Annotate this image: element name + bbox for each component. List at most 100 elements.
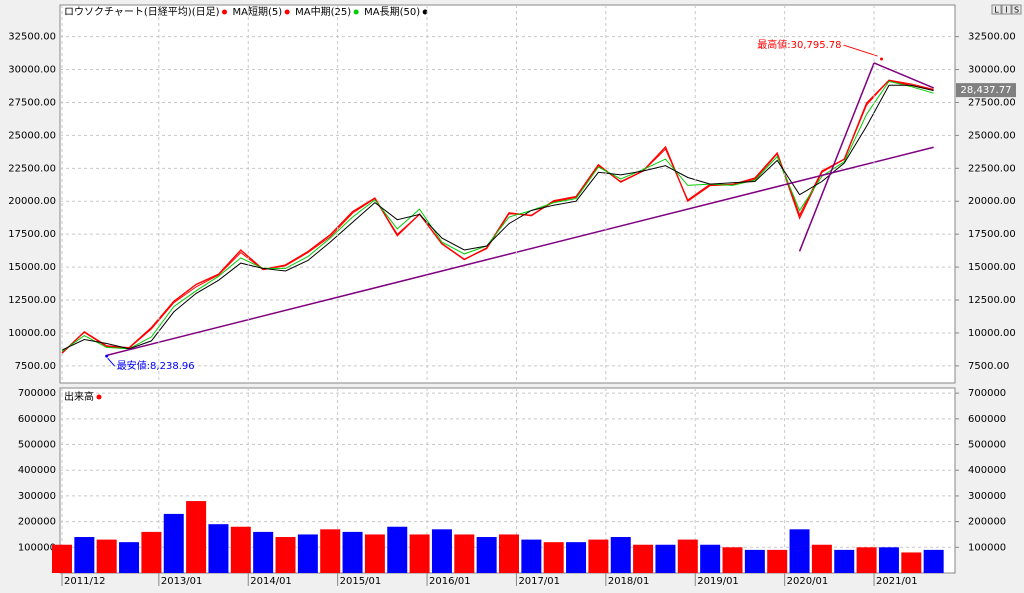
y-tick-label-right: 100000	[968, 542, 1006, 553]
y-tick-label-left: 17500.00	[8, 229, 56, 240]
volume-bar	[119, 542, 140, 573]
volume-bar	[297, 534, 318, 573]
x-tick-label: 2014/01	[250, 576, 292, 587]
volume-bar	[521, 539, 542, 573]
volume-bar	[499, 534, 519, 573]
volume-bar	[610, 537, 631, 573]
volume-bar	[834, 549, 855, 573]
y-tick-label-left: 30000.00	[8, 65, 56, 76]
y-tick-label-left: 700000	[18, 388, 56, 399]
annotation-leader	[107, 357, 116, 367]
x-tick-label: 2013/01	[161, 576, 203, 587]
y-tick-label-right: 22500.00	[968, 163, 1016, 174]
legend-swatch	[222, 9, 228, 15]
y-tick-label-right: 20000.00	[968, 196, 1016, 207]
y-tick-label-left: 25000.00	[8, 130, 56, 141]
annotation-point	[880, 57, 883, 61]
toolbar-label[interactable]: S	[1014, 6, 1019, 15]
y-tick-label-left: 7500.00	[15, 361, 56, 372]
legend-label: 出来高	[64, 390, 94, 403]
volume-bar	[364, 534, 385, 573]
volume-bar	[230, 526, 251, 573]
volume-bar	[387, 526, 408, 573]
y-tick-label-left: 600000	[18, 414, 56, 425]
volume-bar	[253, 531, 274, 573]
y-tick-label-left: 500000	[18, 440, 56, 451]
volume-bar	[186, 501, 207, 573]
volume-bar	[878, 547, 899, 573]
volume-bar	[74, 537, 95, 573]
y-tick-label-right: 10000.00	[968, 328, 1016, 339]
volume-bar	[208, 524, 229, 573]
y-tick-label-right: 500000	[968, 440, 1006, 451]
volume-bar	[342, 531, 363, 573]
annotation-label: 最高値:30,795.78	[757, 38, 841, 51]
y-tick-label-left: 20000.00	[8, 196, 56, 207]
toolbar-button[interactable]	[1001, 4, 1012, 15]
y-tick-label-right: 700000	[968, 388, 1006, 399]
y-tick-label-left: 200000	[18, 517, 56, 528]
legend-label: MA中期(25)	[295, 5, 351, 18]
legend-label: MA短期(5)	[233, 5, 283, 18]
volume-bar	[767, 549, 788, 573]
y-tick-label-right: 200000	[968, 517, 1006, 528]
volume-bar	[811, 544, 832, 573]
legend-label: ロウソクチャート(日経平均)(日足)	[64, 5, 220, 18]
y-tick-label-left: 15000.00	[8, 262, 56, 273]
volume-bar	[409, 534, 430, 573]
volume-bar	[141, 531, 162, 573]
x-tick-label: 2021/01	[876, 576, 918, 587]
x-tick-label: 2017/01	[518, 576, 560, 587]
x-tick-label: 2015/01	[340, 576, 382, 587]
annotation-leader	[843, 44, 878, 57]
toolbar-label[interactable]: L	[994, 6, 999, 15]
volume-bar	[677, 539, 698, 573]
volume-bar	[320, 529, 341, 573]
y-tick-label-right: 300000	[968, 491, 1006, 502]
last-price-label: 28,437.77	[961, 85, 1012, 96]
volume-bar	[700, 544, 721, 573]
y-tick-label-left: 100000	[18, 542, 56, 553]
price-panel	[59, 4, 956, 384]
x-tick-label: 2019/01	[697, 576, 739, 587]
legend-swatch	[96, 394, 102, 400]
y-tick-label-right: 32500.00	[968, 32, 1016, 43]
volume-bar	[856, 547, 877, 573]
x-tick-label: 2020/01	[787, 576, 829, 587]
volume-bar	[588, 539, 609, 573]
y-tick-label-left: 27500.00	[8, 97, 56, 108]
y-tick-label-right: 30000.00	[968, 65, 1016, 76]
chart-layer: L I S 7500.00 7500.00 10000.00 10000.00 12500.0…	[8, 4, 1022, 587]
volume-bar	[543, 542, 564, 573]
trendline	[798, 62, 875, 252]
annotation-label: 最安値:8,238.96	[117, 359, 195, 372]
legend-swatch	[422, 9, 428, 15]
legend-swatch	[353, 9, 359, 15]
y-tick-label-right: 12500.00	[968, 295, 1016, 306]
moving-average	[61, 84, 934, 351]
y-tick-label-right: 15000.00	[968, 262, 1016, 273]
volume-bar	[722, 547, 743, 573]
legend-label: MA長期(50)	[364, 6, 420, 18]
x-tick-label: 2016/01	[429, 576, 471, 587]
volume-bar	[275, 537, 296, 573]
y-tick-label-right: 400000	[968, 465, 1006, 476]
annotation-point	[105, 354, 109, 358]
trendline	[106, 146, 934, 357]
volume-bar	[633, 544, 654, 573]
toolbar-button[interactable]	[1011, 4, 1022, 15]
y-tick-label-right: 27500.00	[968, 97, 1016, 108]
y-tick-label-left: 32500.00	[8, 32, 56, 43]
toolbar-label[interactable]: I	[1005, 6, 1007, 15]
volume-bar	[431, 529, 452, 573]
volume-bar	[655, 544, 676, 573]
legend-swatch	[284, 9, 290, 15]
volume-bar	[789, 529, 810, 573]
volume-bar	[454, 534, 475, 573]
volume-bar	[744, 549, 765, 573]
trendline	[873, 62, 934, 89]
y-tick-label-left: 22500.00	[8, 163, 56, 174]
toolbar-button[interactable]	[991, 4, 1002, 15]
y-tick-label-right: 7500.00	[968, 361, 1009, 372]
